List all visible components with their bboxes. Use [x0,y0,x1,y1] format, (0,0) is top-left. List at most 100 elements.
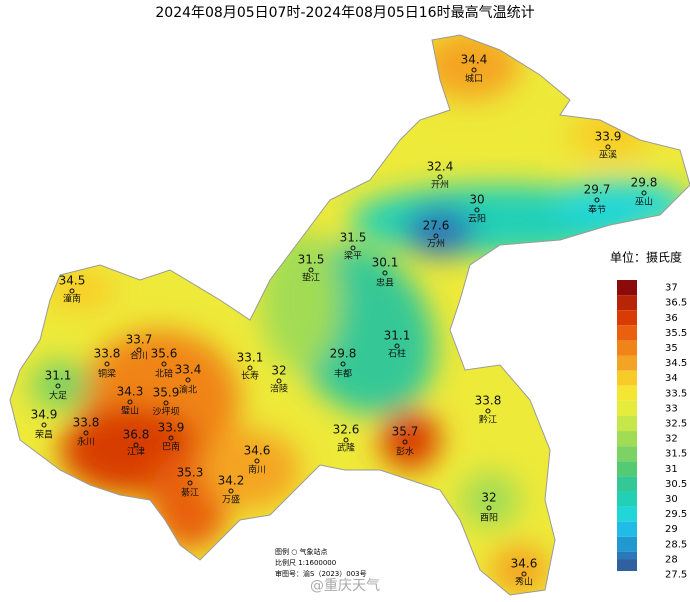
station-value: 34.4 [461,53,488,67]
station-name: 丰都 [334,368,352,380]
legend-swatch [617,355,637,371]
legend-label: 31.5 [665,449,687,460]
station-dot [521,571,527,577]
station-value: 33.9 [595,130,622,144]
station-value: 32.4 [427,160,454,174]
station-name: 大足 [49,390,67,402]
station-name: 彭水 [396,446,414,458]
station-dot [308,267,314,273]
station-value: 29.8 [631,176,658,190]
station-value: 30.1 [372,256,399,270]
station-dot [247,365,253,371]
station-value: 33.4 [175,363,202,377]
station-dot [41,422,47,428]
legend-label: 36 [665,313,678,324]
legend-label: 34 [665,373,678,384]
legend-swatch [617,491,637,507]
station-name: 北碚 [155,368,173,380]
watermark: @重庆天气 [310,578,380,594]
legend-swatch [617,400,637,416]
station-dot [69,288,75,294]
station-dot [486,505,492,511]
station-name: 渝北 [179,384,197,396]
station-value: 32.6 [333,423,360,437]
station-value: 36.8 [123,428,150,442]
station-dot [276,378,282,384]
station-dot [605,144,611,150]
station-name: 璧山 [121,405,139,417]
station-name: 潼南 [63,293,81,305]
station-value: 31.5 [340,231,367,245]
station-name: 铜梁 [98,368,116,380]
legend-label: 30 [665,494,678,505]
station-name: 永川 [77,436,95,448]
station-dot [168,435,174,441]
station-dot [55,383,61,389]
legend-swatch [617,340,637,356]
legend-label: 35 [665,343,678,354]
station-value: 33.1 [237,351,264,365]
station-value: 34.6 [244,444,271,458]
station-value: 33.8 [94,347,121,361]
legend-swatch [617,325,637,341]
legend-swatch [617,431,637,447]
legend-swatch [617,415,637,432]
station-name: 开州 [431,180,449,191]
station-value: 29.8 [330,347,357,361]
station-name: 合川 [130,350,148,362]
legend-label: 33.5 [665,388,687,399]
station-dot [394,343,400,349]
station-dot [402,439,408,445]
legend-label: 28.5 [665,539,687,550]
station-dot [343,437,349,443]
station-dot [433,233,439,239]
station-dot [163,400,169,406]
map-note: 审图号：渝S（2023）003号 [275,569,367,578]
station-dot [340,361,346,367]
station-dot [382,270,388,276]
station-value: 31.1 [384,329,411,343]
legend-swatch [617,446,637,462]
station-name: 梁平 [344,250,362,262]
station-value: 31.5 [298,253,325,267]
legend-label: 33 [665,403,678,414]
legend-label: 29.5 [665,509,687,520]
legend-label: 34.5 [665,358,687,369]
station-name: 南川 [248,464,266,476]
legend-label: 28 [665,554,678,565]
legend-label: 37 [665,283,678,294]
station-dot [136,347,142,353]
legend-swatch [617,536,637,552]
station-name: 涪陵 [270,383,288,395]
station-name: 武隆 [337,442,355,454]
station-dot [471,67,477,73]
station-name: 綦江 [181,487,199,499]
station-dot [161,361,167,367]
station-dot [187,480,193,486]
legend-swatch [617,370,637,386]
boundary [9,34,690,596]
station-value: 34.6 [511,557,538,571]
station-name: 沙坪坝 [152,407,179,418]
station-dot [474,207,480,213]
map-note: 图例 ○ 气象站点 [275,547,328,556]
legend-swatch [617,506,637,522]
station-name: 奉节 [588,204,606,216]
station-value: 31.1 [45,369,72,383]
station-value: 35.7 [392,425,419,439]
station-name: 云阳 [468,214,486,225]
station-dot [254,458,260,464]
legend-swatch [617,461,637,477]
legend-swatch [617,559,637,571]
station-value: 27.6 [423,219,450,233]
station-dot [127,399,133,405]
station-name: 垫江 [302,272,320,284]
legend-label: 30.5 [665,479,687,490]
station-value: 33.8 [475,394,502,408]
station-name: 黔江 [479,414,497,426]
station-name: 巫山 [635,197,653,208]
station-value: 35.3 [177,466,204,480]
legend-label: 35.5 [665,328,687,339]
